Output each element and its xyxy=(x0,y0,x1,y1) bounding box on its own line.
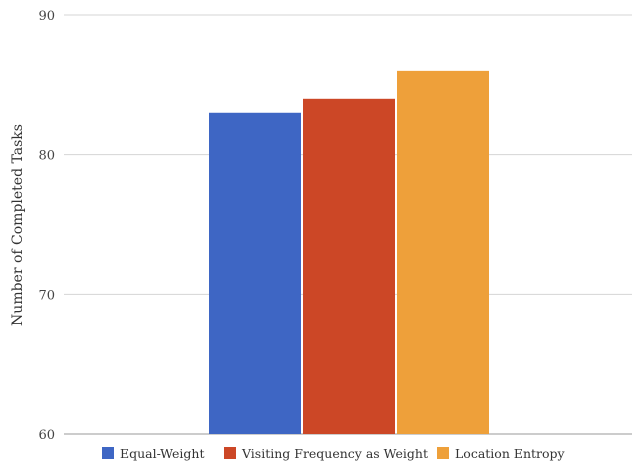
legend-swatch xyxy=(102,447,114,459)
y-tick-label: 70 xyxy=(38,288,55,303)
legend-label: Location Entropy xyxy=(455,446,566,461)
legend-item: Location Entropy xyxy=(437,446,566,461)
bar-visiting-frequency-as-weight xyxy=(303,98,395,435)
legend-item: Equal-Weight xyxy=(102,446,204,461)
legend-label: Visiting Frequency as Weight xyxy=(241,446,428,461)
y-tick-label: 60 xyxy=(38,428,55,443)
y-axis-label: Number of Completed Tasks xyxy=(10,124,26,326)
bars xyxy=(209,70,489,435)
y-tick-label: 90 xyxy=(38,9,55,24)
legend-label: Equal-Weight xyxy=(120,446,204,461)
legend-swatch xyxy=(437,447,449,459)
bar-equal-weight xyxy=(209,112,301,435)
legend: Equal-Weight Visiting Frequency as Weight… xyxy=(102,446,566,461)
y-tick-label: 80 xyxy=(38,149,55,164)
y-axis-ticks: 60 70 80 90 xyxy=(38,9,55,443)
legend-item: Visiting Frequency as Weight xyxy=(224,446,428,461)
legend-swatch xyxy=(224,447,236,459)
bar-location-entropy xyxy=(397,70,489,434)
